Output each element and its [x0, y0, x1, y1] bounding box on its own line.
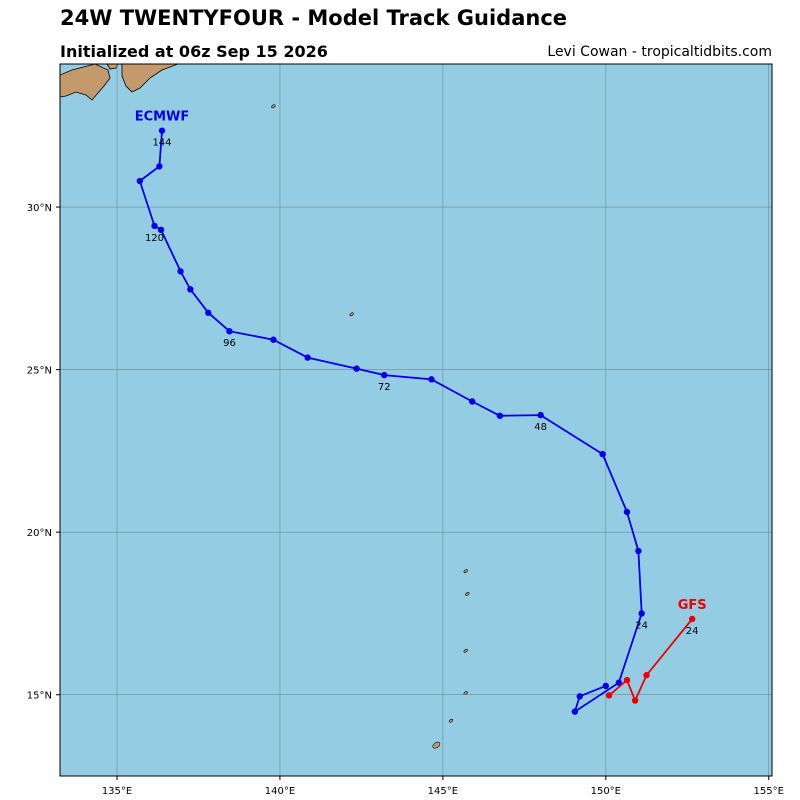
guam — [432, 741, 441, 749]
lon-tick-label: 155°E — [754, 786, 784, 797]
ecmwf-track-point — [151, 222, 158, 230]
small-island-1 — [271, 104, 276, 109]
lon-tick-label: 140°E — [265, 786, 295, 797]
ecmwf-track-point — [226, 328, 233, 335]
ecmwf-track-point — [638, 610, 645, 617]
ecmwf-hour-label: 144 — [152, 138, 171, 149]
ecmwf-track-point — [469, 398, 476, 405]
ecmwf-hour-label: 24 — [635, 620, 648, 631]
ecmwf-track-point — [602, 682, 610, 690]
ecmwf-track-point — [177, 268, 184, 275]
grid-lines — [60, 64, 772, 776]
ecmwf-track-point — [304, 354, 311, 361]
ecmwf-track-point — [136, 177, 144, 185]
small-island-4 — [465, 592, 470, 596]
ecmwf-track-point — [428, 376, 435, 383]
lat-tick-label: 30°N — [27, 203, 52, 214]
ecmwf-hour-label: 120 — [145, 233, 164, 244]
small-island-7 — [448, 718, 454, 723]
plot-frame — [59, 63, 773, 777]
ecmwf-track-point — [187, 286, 194, 293]
axis-ticks: 135°E 140°E 145°E 150°E 155°E 15°N 20°N 25°N 30°… — [27, 203, 784, 797]
ecmwf-hour-label: 96 — [223, 338, 236, 349]
landmass-japan — [60, 64, 179, 101]
ecmwf-track-point — [496, 412, 504, 419]
ecmwf-hour-label: 48 — [534, 422, 547, 433]
small-island-6 — [463, 691, 468, 695]
gfs-track-point — [631, 697, 639, 704]
lon-tick-label: 145°E — [428, 786, 458, 797]
lat-tick-label: 15°N — [27, 691, 52, 702]
ecmwf-track-point — [571, 708, 579, 715]
credit-text: Levi Cowan - tropicaltidbits.com — [547, 44, 772, 60]
small-island-2 — [349, 312, 354, 317]
lon-tick-label: 150°E — [591, 786, 621, 797]
ecmwf-track-point — [158, 127, 166, 134]
model-tracks: 24 48 72 96 120 144 ECMWF 24 GFS — [135, 110, 707, 715]
gfs-track-point — [605, 692, 613, 699]
ecmwf-track-point — [537, 411, 544, 419]
gfs-track-point — [623, 676, 631, 684]
ecmwf-hour-label: 72 — [378, 382, 391, 393]
land-small-bay — [106, 64, 119, 70]
small-island-3 — [463, 569, 468, 573]
ecmwf-track-point — [615, 679, 623, 686]
ecmwf-track-point — [157, 226, 165, 234]
ecmwf-track-point — [599, 450, 606, 458]
ecmwf-track-point — [576, 693, 583, 700]
land-honshu — [121, 64, 179, 93]
page-title: 24W TWENTYFOUR - Model Track Guidance — [60, 6, 568, 30]
gfs-track-point — [688, 615, 696, 623]
ecmwf-track-point — [623, 508, 631, 516]
init-subtitle: Initialized at 06z Sep 15 2026 — [60, 42, 328, 61]
land-shikoku — [60, 64, 111, 101]
ecmwf-track-point — [381, 371, 388, 379]
ecmwf-model-label: ECMWF — [135, 110, 190, 125]
ecmwf-track-point — [635, 547, 642, 555]
lon-tick-label: 135°E — [102, 786, 132, 797]
lat-tick-label: 20°N — [27, 528, 52, 539]
lat-tick-label: 25°N — [27, 366, 52, 377]
ecmwf-track-point — [270, 336, 277, 343]
gfs-model-label: GFS — [678, 598, 707, 613]
ecmwf-track-point — [156, 163, 163, 170]
gfs-hour-label: 24 — [686, 626, 699, 637]
gfs-track-point — [643, 672, 650, 679]
ocean-background — [60, 64, 772, 776]
ecmwf-track-point — [353, 365, 360, 372]
ecmwf-track-point — [205, 309, 212, 316]
small-island-5 — [463, 649, 468, 653]
